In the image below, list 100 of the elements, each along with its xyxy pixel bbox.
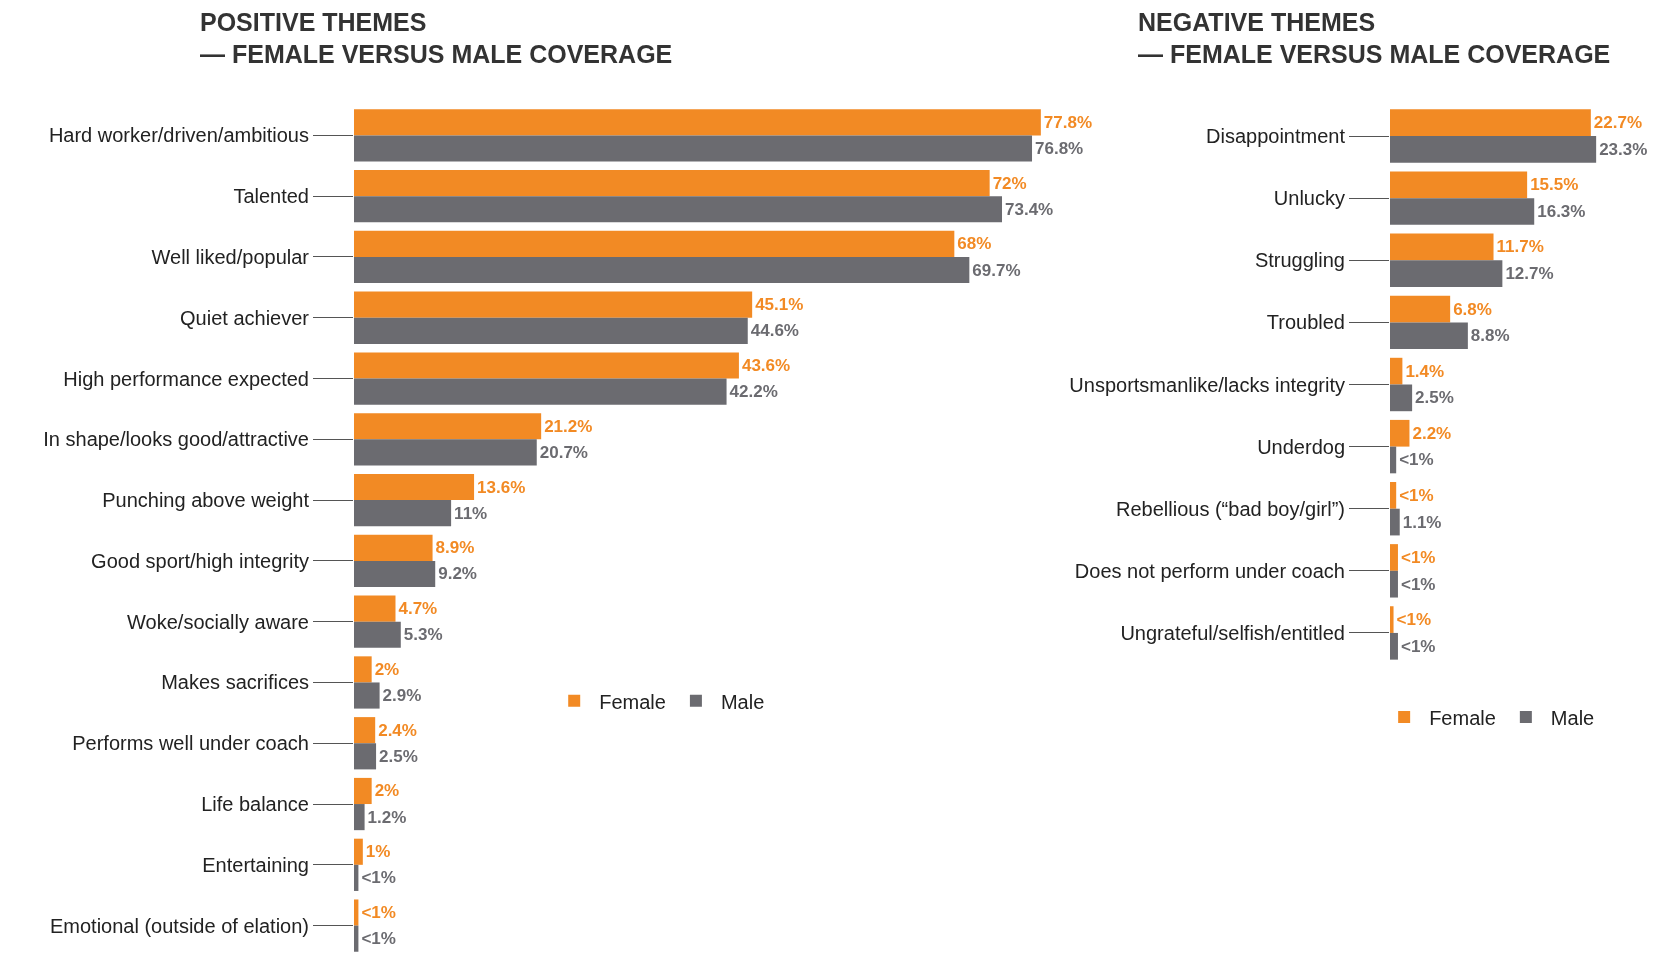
data-label: 72% [992,173,1027,193]
y-tick-label: Ungrateful/selfish/entitled [1120,621,1345,644]
data-label: 76.8% [1035,138,1084,158]
data-label: 2.2% [1412,423,1452,443]
bar [354,439,537,466]
bar [354,804,365,831]
data-label: 1.4% [1405,361,1445,381]
bar [354,777,372,805]
data-label: 2.4% [378,720,417,740]
bar [354,170,990,197]
data-label: 2.5% [379,746,418,766]
data-label: 4.7% [398,599,438,619]
y-tick-label: Emotional (outside of elation) [49,914,309,937]
y-tick-label: Good sport/high integrity [91,549,309,572]
data-label: 1.2% [367,807,407,827]
bar [354,317,748,344]
y-tick-label: Does not perform under coach [1074,559,1345,582]
chart-title: POSITIVE THEMES — FEMALE VERSUS MALE COVERAGE [200,7,673,69]
data-label: 11.7% [1496,237,1544,257]
bar [354,230,955,257]
bar [354,743,377,770]
data-label: 21.2% [544,416,593,436]
bar [1390,446,1397,474]
bar [354,196,1003,223]
y-tick-label: Quiet achiever [180,306,310,329]
bar [1390,295,1451,323]
bar [1390,384,1413,412]
legend-label: Female [599,690,666,713]
chart-title: NEGATIVE THEMES — FEMALE VERSUS MALE COVERAGE [1138,7,1611,69]
bar [354,256,970,284]
bar [354,595,396,622]
data-label: 77.8% [1043,112,1093,132]
data-label: 2% [374,781,400,801]
bar [354,352,739,379]
y-tick-label: Punching above weight [102,489,310,512]
y-tick-label: Life balance [201,793,309,816]
data-label: 1% [365,842,391,862]
legend-label: Female [1429,706,1496,729]
y-tick-label: Unlucky [1273,187,1345,210]
bar [354,717,376,744]
bar [1390,322,1468,350]
y-tick-label: Hard worker/driven/ambitious [48,124,309,147]
data-label: 13.6% [477,477,526,497]
data-label: <1% [1399,450,1434,470]
data-label: 2.9% [382,686,422,706]
data-label: <1% [1400,574,1436,594]
data-label: <1% [361,868,396,888]
data-label: 43.6% [741,355,791,375]
y-tick-label: Underdog [1257,435,1345,458]
y-tick-label: Struggling [1254,249,1345,272]
bar [354,925,359,952]
bar [1390,419,1410,447]
bar [354,682,380,709]
data-label: <1% [361,903,396,923]
bar [1390,109,1591,137]
data-label: 22.7% [1593,113,1643,133]
y-tick-label: Troubled [1266,311,1345,334]
y-tick-label: Well liked/popular [151,245,310,268]
data-label: 23.3% [1599,139,1648,159]
bar [354,378,727,405]
bar [1390,198,1535,225]
bar [1390,136,1597,163]
bar [354,413,542,440]
bar [1390,357,1403,385]
y-tick-label: High performance expected [63,367,309,390]
data-label: 42.2% [729,382,778,402]
y-tick-label: In shape/looks good/attractive [43,428,309,451]
y-tick-label: Performs well under coach [72,732,309,755]
data-label: 16.3% [1537,202,1586,222]
bar [354,473,475,501]
bar [1390,233,1494,261]
data-label: 1.1% [1402,512,1442,532]
bar [1390,632,1398,660]
data-label: 11% [454,503,488,523]
data-label: <1% [1396,610,1432,630]
bar [1390,260,1503,287]
bar [1390,508,1400,536]
y-tick-label: Rebellious (“bad boy/girl”) [1116,497,1345,520]
data-label: 45.1% [755,295,804,315]
data-label: 69.7% [972,260,1021,280]
data-label: 20.7% [539,442,588,462]
bar [354,291,753,318]
y-tick-label: Disappointment [1206,125,1346,148]
bar [354,838,363,865]
bar [1390,606,1394,633]
data-label: 68% [957,234,992,254]
legend-label: Male [1550,706,1595,729]
y-tick-label: Unsportsmanlike/lacks integrity [1069,373,1345,396]
bar [354,500,452,527]
data-label: <1% [361,929,396,949]
bar [354,656,372,683]
bar [354,109,1041,136]
bar [354,534,433,561]
bar [354,560,436,588]
data-label: <1% [1400,636,1436,656]
bar [1390,570,1398,598]
data-label: 5.3% [403,625,443,645]
bar [1390,171,1528,199]
data-label: 2% [374,659,400,679]
legend-label: Male [720,690,765,713]
